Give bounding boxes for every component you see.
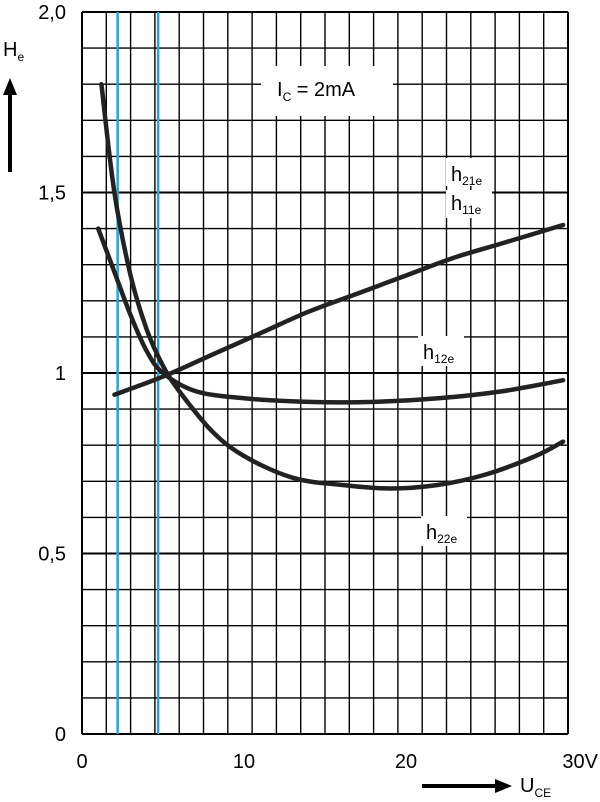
condition-annotation: IC = 2mA xyxy=(261,66,393,116)
series-label-h22e: h22e xyxy=(421,516,467,546)
x-tick-label: 10 xyxy=(233,751,255,773)
y-tick-label: 0 xyxy=(55,724,66,746)
series-label-h11e: h11e xyxy=(446,190,492,218)
series-label-h12e: h12e xyxy=(418,336,464,366)
x-axis-arrow-icon xyxy=(422,779,512,793)
curve-h12e xyxy=(99,81,566,491)
x-axis-label: UCE xyxy=(520,775,551,800)
svg-text:h21e: h21e xyxy=(451,164,482,188)
curve-h21e xyxy=(112,222,566,397)
x-tick-label: 30V xyxy=(562,751,598,773)
y-tick-label: 1 xyxy=(55,363,66,385)
y-tick-label: 0,5 xyxy=(38,544,66,566)
y-axis-arrow-icon xyxy=(3,78,17,172)
curve-h11e xyxy=(95,226,566,405)
series-label-h21e: h21e xyxy=(446,158,492,188)
y-tick-label: 2,0 xyxy=(38,2,66,24)
y-axis-label: He xyxy=(3,39,24,64)
y-tick-label: 1,5 xyxy=(38,183,66,205)
x-tick-label: 20 xyxy=(395,751,417,773)
svg-text:h12e: h12e xyxy=(423,342,454,366)
svg-text:h11e: h11e xyxy=(451,193,482,217)
x-tick-label: 0 xyxy=(76,751,87,773)
tick-labels: 0 0,5 1 1,5 2,0 0 10 20 30V xyxy=(38,2,598,773)
grid xyxy=(81,11,569,735)
svg-text:IC = 2mA: IC = 2mA xyxy=(277,79,356,104)
curves xyxy=(95,81,566,491)
reference-lines xyxy=(116,12,160,734)
svg-text:h22e: h22e xyxy=(426,522,457,546)
